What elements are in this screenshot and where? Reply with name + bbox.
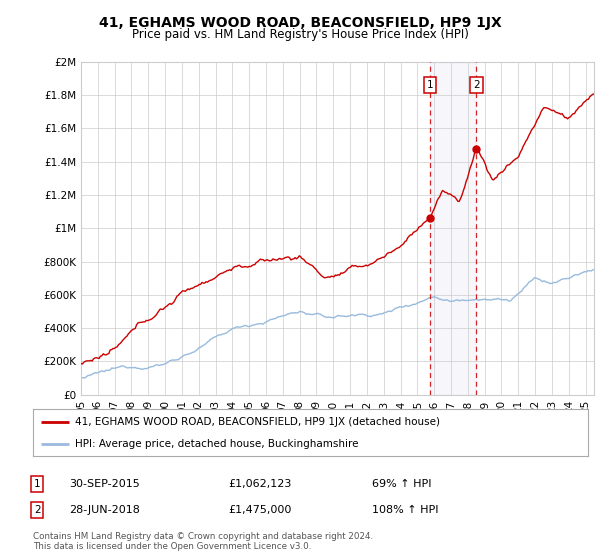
- Bar: [430, 62, 476, 395]
- Text: 28-JUN-2018: 28-JUN-2018: [69, 505, 140, 515]
- Text: 2: 2: [473, 80, 479, 90]
- Text: £1,062,123: £1,062,123: [228, 479, 292, 489]
- Text: HPI: Average price, detached house, Buckinghamshire: HPI: Average price, detached house, Buck…: [74, 438, 358, 449]
- Text: 41, EGHAMS WOOD ROAD, BEACONSFIELD, HP9 1JX: 41, EGHAMS WOOD ROAD, BEACONSFIELD, HP9 …: [98, 16, 502, 30]
- Text: 30-SEP-2015: 30-SEP-2015: [69, 479, 140, 489]
- Text: 1: 1: [34, 479, 41, 489]
- Text: 41, EGHAMS WOOD ROAD, BEACONSFIELD, HP9 1JX (detached house): 41, EGHAMS WOOD ROAD, BEACONSFIELD, HP9 …: [74, 417, 440, 427]
- Text: Contains HM Land Registry data © Crown copyright and database right 2024.
This d: Contains HM Land Registry data © Crown c…: [33, 532, 373, 552]
- Text: £1,475,000: £1,475,000: [228, 505, 292, 515]
- Text: 69% ↑ HPI: 69% ↑ HPI: [372, 479, 431, 489]
- Text: Price paid vs. HM Land Registry's House Price Index (HPI): Price paid vs. HM Land Registry's House …: [131, 28, 469, 41]
- Text: 108% ↑ HPI: 108% ↑ HPI: [372, 505, 439, 515]
- Text: 1: 1: [427, 80, 433, 90]
- Text: 2: 2: [34, 505, 41, 515]
